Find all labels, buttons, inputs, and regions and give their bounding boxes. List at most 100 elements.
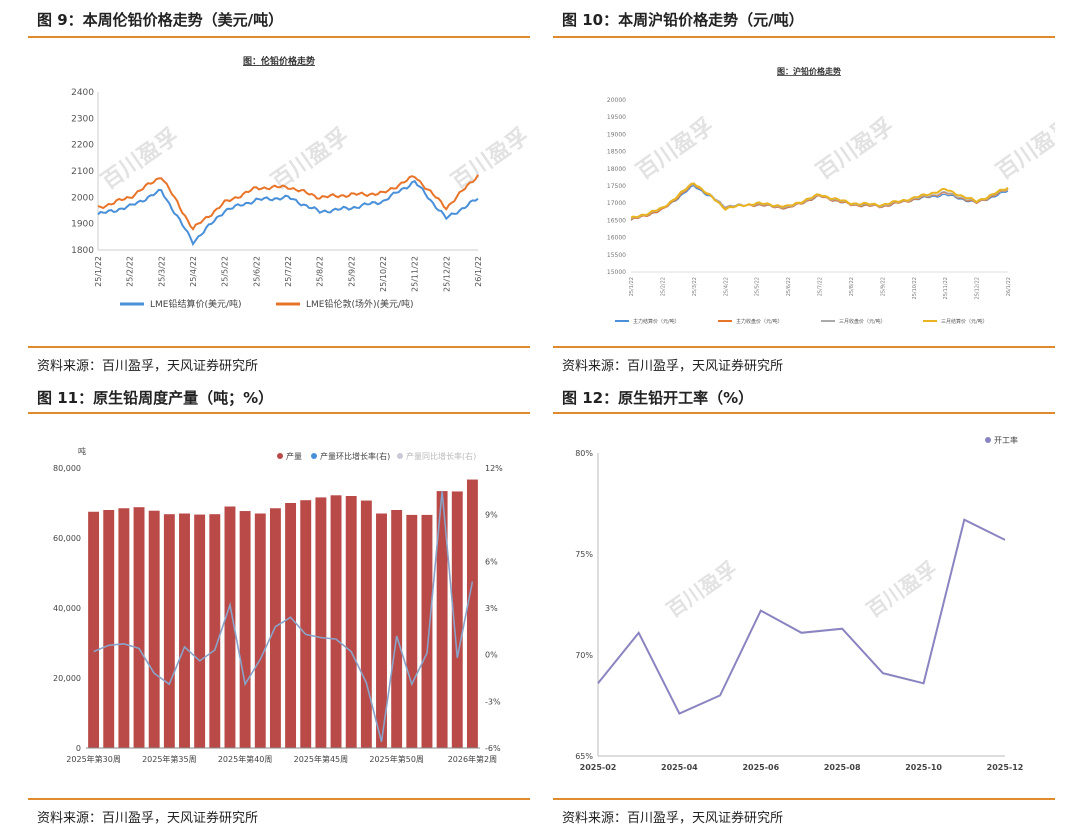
watermark-logo: 百川盈孚	[632, 113, 719, 185]
y2-tick-label: -6%	[485, 744, 501, 753]
x-tick-label: 25/5/22	[755, 277, 761, 296]
figure-9-watermark: 百川盈孚 百川盈孚 百川盈孚	[97, 123, 530, 195]
y2-tick-label: -3%	[485, 697, 501, 706]
x-tick-label: 25/11/22	[411, 256, 420, 292]
bar	[224, 506, 236, 748]
bar	[285, 503, 297, 748]
bar	[421, 514, 433, 748]
legend-label: 产量同比增长率(右)	[406, 451, 476, 461]
legend-marker	[311, 453, 317, 459]
legend-label: 产量	[286, 451, 302, 461]
growth-line	[93, 491, 474, 742]
figure-10-chart: 百川盈孚 百川盈孚 百川盈孚 图：沪铅价格走势 15000 15500 16000 1…	[607, 66, 1055, 325]
bar	[451, 491, 463, 748]
y-tick-label: 80,000	[53, 464, 81, 473]
y-tick-label: 1800	[71, 246, 94, 256]
legend-marker	[985, 437, 991, 443]
y-tick-label: 80%	[575, 449, 593, 458]
legend-marker	[277, 453, 283, 459]
x-tick-label: 25/2/22	[126, 256, 135, 287]
bar	[436, 491, 448, 748]
bar	[345, 496, 357, 748]
bar	[466, 479, 478, 748]
y-tick-label: 2100	[71, 167, 94, 177]
watermark-logo: 百川盈孚	[992, 113, 1055, 185]
figure-11-source: 资料来源：百川盈孚，天风证券研究所	[37, 811, 259, 826]
y-tick-label: 19000	[607, 131, 626, 138]
x-tick-label: 26/1/22	[1006, 277, 1012, 296]
bar	[163, 514, 175, 748]
y-tick-label: 2200	[71, 141, 94, 151]
x-tick-label: 25/1/22	[94, 256, 103, 287]
x-tick-label: 25/12/22	[442, 256, 451, 292]
figure-9-chart: 百川盈孚 百川盈孚 百川盈孚 图：伦铅价格走势 1800 1900 2000 2100…	[71, 55, 530, 310]
bar	[88, 511, 100, 748]
legend-label: LME铅结算价(美元/吨)	[150, 298, 242, 310]
legend-label: 主力结算价（元/吨）	[633, 318, 680, 325]
figure-11-title: 图 11：原生铅周度产量（吨；%）	[37, 389, 274, 407]
x-tick-label: 2025-12	[987, 763, 1024, 772]
y-tick-label: 18500	[607, 149, 626, 156]
y-tick-label: 75%	[575, 550, 593, 559]
bar	[391, 510, 403, 748]
y-tick-label: 18000	[607, 166, 626, 173]
legend-label: 三月收盘价（元/吨）	[839, 318, 886, 325]
x-tick-label: 25/11/22	[943, 277, 949, 299]
x-tick-label: 2025-06	[742, 763, 779, 772]
figure-12-chart: 百川盈孚 百川盈孚 65% 70% 75% 80% 2025-02 2025-04 2025…	[575, 435, 1024, 772]
legend-label: 产量环比增长率(右)	[320, 451, 390, 461]
y-tick-label: 60,000	[53, 534, 81, 543]
figure-12-bottom-rule	[553, 798, 1055, 800]
figure-12-top-rule	[553, 412, 1055, 414]
bar	[209, 514, 221, 748]
y2-tick-label: 6%	[485, 557, 498, 566]
series-line-2	[630, 183, 1009, 221]
y-tick-label: 19500	[607, 114, 626, 121]
watermark-logo: 百川盈孚	[862, 557, 941, 623]
x-tick-label: 25/3/22	[157, 256, 166, 287]
x-tick-label: 25/1/22	[629, 277, 635, 296]
y2-tick-label: 12%	[485, 464, 503, 473]
x-tick-label: 2026年第2周	[448, 754, 497, 764]
bar	[194, 514, 206, 748]
watermark-logo: 百川盈孚	[447, 123, 530, 195]
figure-10-chart-title: 图：沪铅价格走势	[777, 66, 841, 76]
y-tick-label: 15500	[607, 252, 626, 259]
y-tick-label: 17000	[607, 200, 626, 207]
x-tick-label: 25/10/22	[379, 256, 388, 292]
x-tick-label: 25/7/22	[818, 277, 824, 296]
y-tick-label: 1900	[71, 220, 94, 230]
bar	[148, 510, 160, 748]
y-tick-label: 15000	[607, 269, 626, 276]
series-line-1	[97, 179, 479, 247]
y-tick-label: 20,000	[53, 674, 81, 683]
y-tick-label: 16000	[607, 235, 626, 242]
x-tick-label: 2025-10	[905, 763, 942, 772]
series-line-3	[630, 183, 1009, 220]
watermark-logo: 百川盈孚	[267, 123, 354, 195]
x-tick-label: 2025年第35周	[142, 754, 197, 764]
legend-label: 开工率	[994, 435, 1018, 445]
x-tick-label: 25/2/22	[660, 277, 666, 296]
bar	[179, 513, 190, 748]
x-tick-label: 2025-04	[661, 763, 698, 772]
y-tick-label: 40,000	[53, 604, 81, 613]
figure-9-top-rule	[28, 36, 530, 38]
x-tick-label: 25/9/22	[880, 277, 886, 296]
figure-12-watermark: 百川盈孚 百川盈孚	[662, 557, 941, 623]
watermark-logo: 百川盈孚	[97, 123, 184, 195]
y-tick-label: 65%	[575, 752, 593, 761]
x-tick-label: 25/8/22	[316, 256, 325, 287]
x-tick-label: 25/8/22	[849, 277, 855, 296]
x-tick-label: 25/3/22	[692, 277, 698, 296]
figure-9-chart-title: 图：伦铅价格走势	[243, 55, 315, 67]
figure-12-source: 资料来源：百川盈孚，天风证券研究所	[562, 811, 784, 826]
x-tick-label: 2025-02	[580, 763, 617, 772]
x-tick-label: 25/6/22	[252, 256, 261, 287]
bar	[103, 510, 115, 748]
bar	[254, 513, 266, 748]
bar	[330, 495, 342, 748]
watermark-logo: 百川盈孚	[662, 557, 741, 623]
figure-9-source: 资料来源：百川盈孚，天风证券研究所	[37, 359, 259, 374]
legend-marker	[397, 453, 403, 459]
